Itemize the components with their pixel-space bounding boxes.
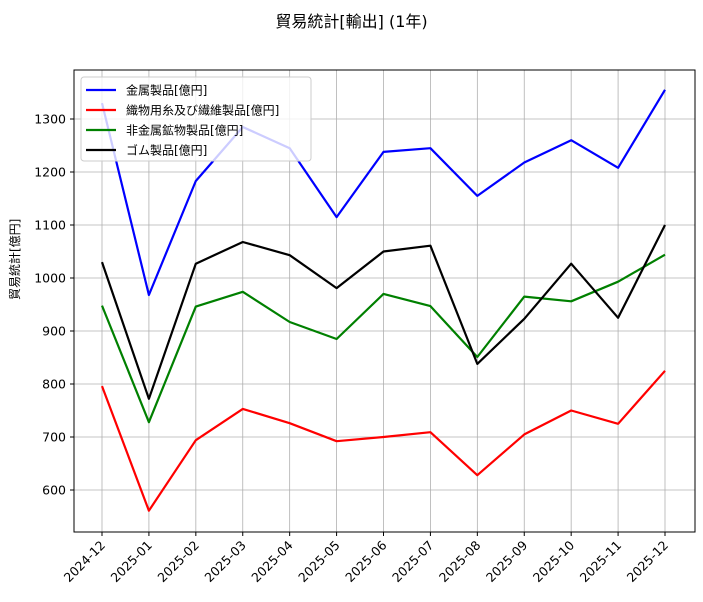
data-lines: [100, 89, 666, 512]
series-line-2: [100, 253, 666, 424]
series-line-1: [100, 370, 666, 512]
y-tick-label: 1100: [34, 218, 66, 233]
x-tick-label: 2025-03: [201, 538, 249, 586]
legend: 金属製品[億円] 織物用糸及び繊維製品[億円] 非金属鉱物製品[億円] ゴム製品[億円…: [80, 76, 312, 162]
legend-label: 織物用糸及び繊維製品[億円]: [126, 104, 279, 118]
legend-box: [80, 76, 312, 162]
y-tick-label: 700: [42, 430, 66, 445]
legend-label: ゴム製品[億円]: [126, 143, 207, 158]
x-axis-ticks: 2024-12 2025-01 2025-02 2025-03 2025-04 2025-…: [61, 532, 672, 586]
y-tick-label: 1200: [34, 165, 66, 180]
x-tick-label: 2025-02: [154, 538, 202, 586]
y-tick-label: 1000: [34, 271, 66, 286]
x-tick-label: 2025-04: [248, 537, 296, 585]
x-tick-label: 2025-07: [389, 538, 437, 586]
y-axis-ticks: 600 700 800 900 1000 1100 1200 1300: [34, 112, 74, 498]
x-tick-label: 2025-11: [577, 538, 625, 586]
x-tick-label: 2025-09: [483, 537, 531, 585]
x-tick-label: 2025-06: [342, 537, 390, 585]
x-tick-label: 2025-10: [530, 537, 578, 585]
x-tick-label: 2025-01: [107, 538, 155, 586]
legend-label: 金属製品[億円]: [126, 83, 207, 98]
x-tick-label: 2025-12: [624, 538, 672, 586]
series-line-0: [100, 89, 666, 297]
y-tick-label: 900: [42, 324, 66, 339]
y-tick-label: 800: [42, 377, 66, 392]
x-tick-label: 2025-08: [436, 537, 484, 585]
plot-frame: [73, 69, 696, 533]
legend-label: 非金属鉱物製品[億円]: [126, 123, 243, 138]
y-tick-label: 1300: [34, 112, 66, 127]
x-tick-label: 2024-12: [61, 538, 109, 586]
chart-title: 貿易統計[輸出] (1年): [275, 12, 428, 31]
x-tick-label: 2025-05: [295, 538, 343, 586]
series-line-3: [100, 224, 666, 400]
y-tick-label: 600: [42, 483, 66, 498]
